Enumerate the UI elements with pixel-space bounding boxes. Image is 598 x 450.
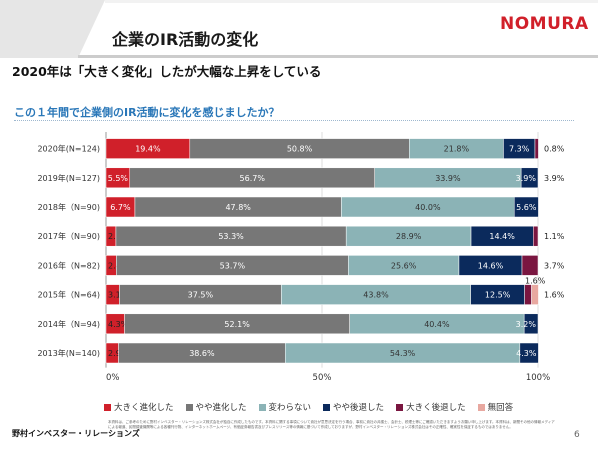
legend-label: 大きく後退した	[406, 403, 466, 413]
data-label: 53.3%	[218, 232, 244, 241]
bar-segment	[524, 284, 532, 305]
legend-label: やや後退した	[333, 403, 385, 413]
footer-disclaimer: 本資料は、ご参考のために野村インベスター・リレーションズ株式会社が独自に作成した…	[108, 420, 555, 429]
legend-item: 大きく後退した	[396, 401, 466, 413]
chart-legend: 大きく進化した やや進化した 変わらない やや後退した 大きく後退した 無回答	[104, 401, 513, 413]
data-label: 21.8%	[444, 145, 470, 154]
category-label: 2020年(N=124)	[37, 144, 100, 154]
bar-segment	[531, 284, 539, 305]
legend-item: 無回答	[477, 401, 514, 413]
bar-segment	[521, 255, 539, 276]
page-number: 6	[574, 430, 580, 440]
header: 企業のIR活動の変化 NOMURA	[0, 0, 598, 58]
data-label: 52.1%	[224, 320, 250, 329]
legend-swatch	[396, 403, 404, 411]
header-decoration	[0, 0, 598, 58]
category-label: 2014年（N=94)	[38, 319, 100, 329]
data-label: 37.5%	[188, 291, 214, 300]
legend-swatch	[185, 403, 193, 411]
legend-label: 無回答	[487, 403, 514, 413]
data-label: 40.0%	[415, 203, 441, 212]
data-label: 3.9%	[516, 174, 537, 183]
page-subtitle: 2020年は「大きく変化」したが大幅な上昇をしている	[12, 64, 322, 79]
data-label: 19.4%	[135, 145, 161, 154]
legend-label: 変わらない	[268, 403, 312, 413]
legend-swatch	[477, 403, 485, 411]
legend-item: やや後退した	[323, 401, 384, 413]
data-label: 14.4%	[489, 232, 515, 241]
data-label: 56.7%	[240, 174, 266, 183]
data-label: 40.4%	[424, 320, 450, 329]
data-label: 3.2%	[516, 320, 537, 329]
x-tick-label: 0%	[106, 373, 120, 383]
data-label: 54.3%	[390, 349, 416, 358]
x-tick-label: 50%	[313, 373, 332, 383]
bar-segment	[520, 167, 539, 189]
data-label: 4.3%	[516, 349, 537, 358]
data-label: 6.7%	[110, 203, 131, 212]
legend-swatch	[104, 403, 111, 411]
data-label: 33.9%	[435, 174, 461, 183]
data-label: 14.6%	[478, 261, 504, 270]
legend-swatch	[323, 403, 331, 411]
bar-segment	[513, 196, 539, 218]
data-label: 1.6%	[525, 277, 546, 286]
category-label: 2019年(N=127)	[37, 173, 100, 183]
data-label: 3.9%	[544, 174, 565, 183]
data-label: 28.9%	[396, 232, 422, 241]
footer-company-name: 野村インベスター・リレーションズ	[12, 429, 140, 438]
data-label: 25.6%	[391, 261, 417, 270]
data-label: 50.8%	[287, 145, 313, 154]
data-label: 1.1%	[544, 232, 565, 241]
data-label: 3.1%	[108, 291, 129, 300]
nomura-logo: NOMURA	[500, 14, 589, 34]
data-label: 5.5%	[108, 174, 129, 183]
legend-item: やや進化した	[185, 401, 247, 413]
data-label: 38.6%	[189, 349, 215, 358]
data-label: 1.6%	[544, 291, 565, 300]
bar-segment	[523, 313, 539, 335]
category-label: 2016年（N=82)	[38, 260, 100, 270]
legend-item: 変わらない	[258, 401, 312, 413]
data-label: 3.7%	[544, 261, 565, 270]
data-label: 4.3%	[108, 320, 129, 329]
bar-segment	[532, 225, 539, 247]
bar-segment	[519, 342, 539, 364]
survey-question: この１年間で企業側のIR活動に変化を感じましたか？	[14, 106, 280, 119]
category-label: 2017年（N=90)	[38, 231, 100, 241]
data-label: 7.3%	[509, 145, 530, 154]
data-label: 43.8%	[363, 291, 389, 300]
category-label: 2013年(N=140)	[37, 348, 100, 358]
data-label: 53.7%	[220, 261, 246, 270]
legend-swatch	[258, 403, 266, 411]
stacked-bar-chart: 2020年(N=124) 19.4% 50.8% 21.8% 7.3% 0.8% 2019年…	[37, 132, 565, 383]
bar-segment	[534, 138, 539, 159]
category-label: 2015年（N=64)	[38, 290, 100, 300]
data-label: 47.8%	[225, 203, 251, 212]
legend-label: やや進化した	[195, 403, 247, 413]
page-title: 企業のIR活動の変化	[112, 30, 259, 49]
data-label: 12.5%	[485, 291, 511, 300]
legend-item: 大きく進化した	[104, 401, 174, 413]
data-label: 5.6%	[516, 203, 537, 212]
category-label: 2018年（N=90)	[38, 202, 100, 212]
data-label: 0.8%	[544, 145, 565, 154]
legend-label: 大きく進化した	[114, 403, 174, 413]
x-tick-label: 100%	[526, 373, 550, 383]
question-divider	[14, 120, 574, 121]
